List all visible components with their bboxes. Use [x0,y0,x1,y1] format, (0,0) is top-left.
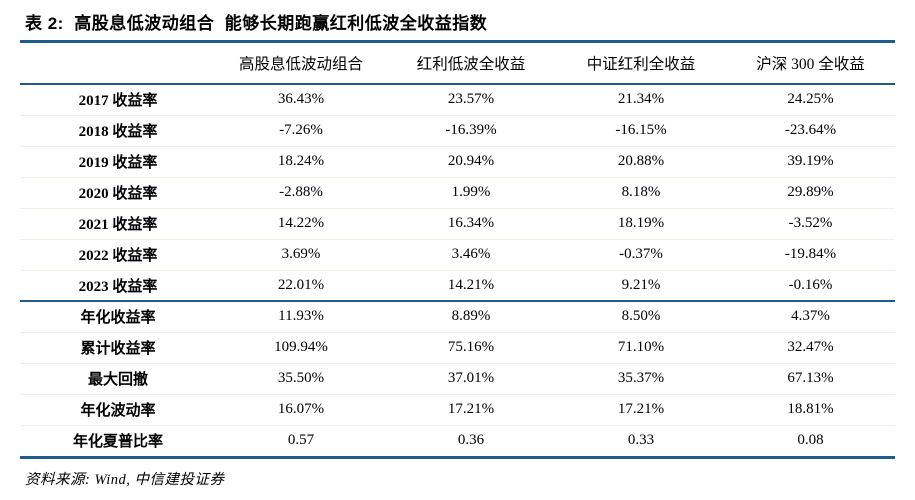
cell: 0.33 [627,432,655,449]
source-note: 资料来源: Wind, 中信建投证券 [25,472,225,488]
table-title: 表 2: 高股息低波动组合 能够长期跑赢红利低波全收益指数 [25,14,488,33]
cell: 16.07% [216,394,386,426]
cell: 3.69% [216,239,386,271]
cell: 9.21% [556,270,726,302]
cell: -16.39% [386,115,556,147]
row-label: 2020 收益率 [20,177,216,209]
cell: 14.22% [216,208,386,240]
cell: 8.50% [556,300,726,333]
cell: 3.46% [386,239,556,271]
row-label: 2023 收益率 [20,270,216,302]
cell: 20.94% [386,146,556,178]
cell: 17.21% [556,394,726,426]
table-row-2022: 2022 收益率 3.69% 3.46% -0.37% -19.84% [20,239,895,271]
table-row-2018: 2018 收益率 -7.26% -16.39% -16.15% -23.64% [20,115,895,147]
cell: 29.89% [726,177,895,209]
row-label: 最大回撤 [20,363,216,395]
cell: 35.37% [556,363,726,395]
table-row-2019: 2019 收益率 18.24% 20.94% 20.88% 39.19% [20,146,895,178]
cell: 18.81% [726,394,895,426]
table-row-2020: 2020 收益率 -2.88% 1.99% 8.18% 29.89% [20,177,895,209]
cell: 71.10% [556,332,726,364]
performance-table: 高股息低波动组合 红利低波全收益 中证红利全收益 沪深 300 全收益 2017… [20,43,895,456]
table-row-2021: 2021 收益率 14.22% 16.34% 18.19% -3.52% [20,208,895,240]
cell: 67.13% [726,363,895,395]
cell: 35.50% [216,363,386,395]
cell: 37.01% [386,363,556,395]
table-row-2023: 2023 收益率 22.01% 14.21% 9.21% -0.16% [20,270,895,302]
header-label-col [20,43,216,85]
row-label: 2021 收益率 [20,208,216,240]
table-row-2017: 2017 收益率 36.43% 23.57% 21.34% 24.25% [20,84,895,116]
cell: 11.93% [216,300,386,333]
cell: 21.34% [556,84,726,116]
cell: -3.52% [726,208,895,240]
cell: 1.99% [386,177,556,209]
cell: 24.25% [726,84,895,116]
row-label: 年化夏普比率 [72,434,163,451]
table-row-max-drawdown: 最大回撤 35.50% 37.01% 35.37% 67.13% [20,363,895,395]
row-label: 累计收益率 [20,332,216,364]
title-rule [20,40,895,43]
header-col-portfolio: 高股息低波动组合 [216,43,386,85]
cell: 17.21% [386,394,556,426]
table-row-annualized-return: 年化收益率 11.93% 8.89% 8.50% 4.37% [20,300,895,333]
cell: 39.19% [726,146,895,178]
cell: 23.57% [386,84,556,116]
cell: 22.01% [216,270,386,302]
cell: 0.57 [287,432,315,449]
cell: -16.15% [556,115,726,147]
cell: 20.88% [556,146,726,178]
table-row-cumulative-return: 累计收益率 109.94% 75.16% 71.10% 32.47% [20,332,895,364]
table-row-annualized-volatility: 年化波动率 16.07% 17.21% 17.21% 18.81% [20,394,895,426]
row-label: 2022 收益率 [20,239,216,271]
cell: 0.36 [457,432,485,449]
cell: 18.19% [556,208,726,240]
header-col-csi-dividend: 中证红利全收益 [556,43,726,85]
header-row: 高股息低波动组合 红利低波全收益 中证红利全收益 沪深 300 全收益 [20,43,895,85]
cell: 0.08 [797,432,824,449]
cell: 32.47% [726,332,895,364]
cell: -19.84% [726,239,895,271]
cell: 8.18% [556,177,726,209]
cell: 109.94% [216,332,386,364]
cell: -2.88% [216,177,386,209]
cell: -7.26% [216,115,386,147]
table-row-annualized-sharpe: 年化夏普比率 0.57 0.36 0.33 0.08 [20,425,895,456]
cell: 4.37% [726,300,895,333]
cell: 14.21% [386,270,556,302]
cell: 16.34% [386,208,556,240]
row-label: 2018 收益率 [20,115,216,147]
cell: 36.43% [216,84,386,116]
cell: -0.37% [556,239,726,271]
row-label: 年化收益率 [20,300,216,333]
cell: 18.24% [216,146,386,178]
table-bottom-rule [20,456,895,459]
cell: -0.16% [726,270,895,302]
row-label: 年化波动率 [20,394,216,426]
row-label: 2017 收益率 [20,84,216,116]
cell: 75.16% [386,332,556,364]
row-label: 2019 收益率 [20,146,216,178]
header-col-dividend-lowvol: 红利低波全收益 [386,43,556,85]
header-col-csi300: 沪深 300 全收益 [726,43,895,85]
cell: 8.89% [386,300,556,333]
cell: -23.64% [726,115,895,147]
